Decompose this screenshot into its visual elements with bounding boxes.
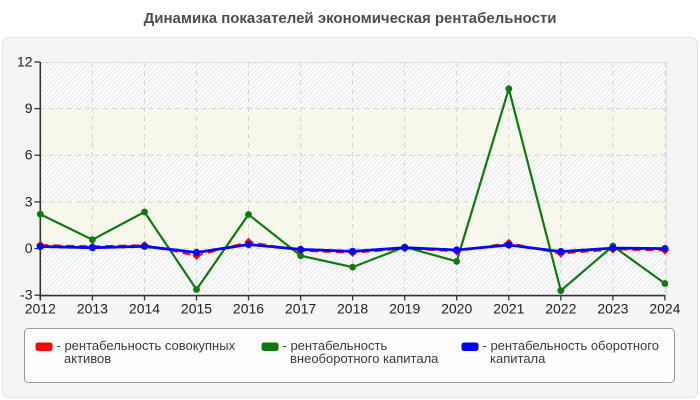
svg-text:2020: 2020 bbox=[441, 301, 472, 317]
svg-text:- рентабельность: - рентабельность bbox=[283, 338, 388, 353]
svg-text:2022: 2022 bbox=[545, 301, 576, 317]
svg-text:6: 6 bbox=[25, 147, 33, 163]
svg-text:2016: 2016 bbox=[233, 301, 264, 317]
svg-text:- рентабельность совокупных: - рентабельность совокупных bbox=[57, 338, 236, 353]
svg-text:капитала: капитала bbox=[490, 351, 546, 366]
svg-text:2021: 2021 bbox=[493, 301, 524, 317]
svg-text:активов: активов bbox=[64, 351, 111, 366]
svg-text:-3: -3 bbox=[20, 287, 33, 303]
svg-text:3: 3 bbox=[25, 193, 33, 209]
svg-text:Динамика показателей экономиче: Динамика показателей экономическая рента… bbox=[144, 10, 557, 27]
svg-text:- рентабельность оборотного: - рентабельность оборотного bbox=[483, 338, 659, 353]
svg-text:2017: 2017 bbox=[285, 301, 316, 317]
svg-text:2023: 2023 bbox=[597, 301, 628, 317]
svg-text:2012: 2012 bbox=[25, 301, 56, 317]
svg-text:12: 12 bbox=[17, 54, 33, 70]
svg-text:2018: 2018 bbox=[337, 301, 368, 317]
svg-text:2024: 2024 bbox=[649, 301, 680, 317]
svg-text:2014: 2014 bbox=[129, 301, 160, 317]
svg-text:2013: 2013 bbox=[77, 301, 108, 317]
svg-text:0: 0 bbox=[25, 240, 33, 256]
svg-text:2019: 2019 bbox=[389, 301, 420, 317]
svg-text:внеоборотного капитала: внеоборотного капитала bbox=[290, 351, 439, 366]
svg-text:9: 9 bbox=[25, 100, 33, 116]
svg-text:2015: 2015 bbox=[181, 301, 212, 317]
